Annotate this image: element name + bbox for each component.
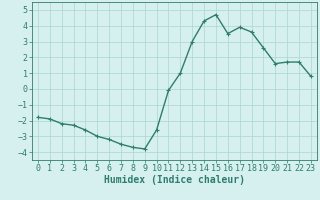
X-axis label: Humidex (Indice chaleur): Humidex (Indice chaleur) xyxy=(104,175,245,185)
